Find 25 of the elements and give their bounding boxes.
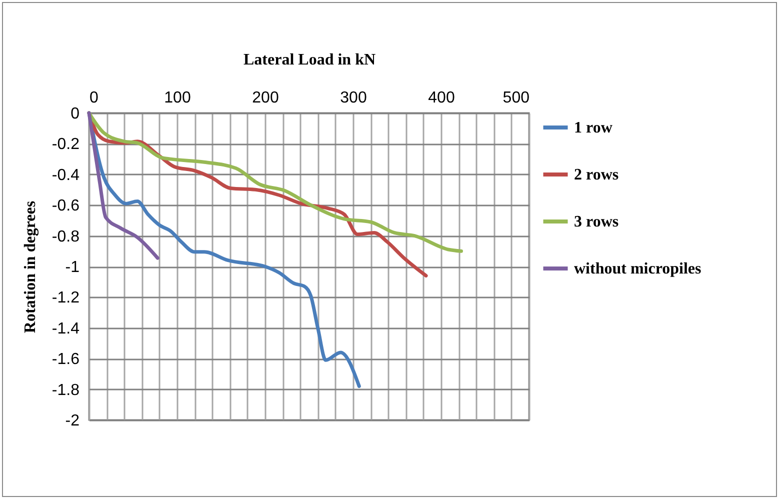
x-tick-label: 100 bbox=[164, 90, 191, 106]
legend-label: without micropiles bbox=[574, 260, 702, 278]
y-tick-label: -1.2 bbox=[52, 290, 80, 307]
y-tick-label: -0.2 bbox=[52, 136, 80, 154]
x-tick-label: 400 bbox=[428, 90, 455, 106]
y-tick-label: -2 bbox=[65, 412, 80, 430]
y-tick-label: -0.8 bbox=[52, 228, 80, 246]
x-tick-label: 0 bbox=[90, 90, 98, 106]
y-tick-label: -1.4 bbox=[52, 320, 80, 338]
y-tick-label: -0.4 bbox=[52, 166, 80, 184]
x-tick-label: 200 bbox=[252, 90, 279, 106]
x-tick-label: 300 bbox=[340, 90, 367, 106]
y-tick-label: -1.8 bbox=[52, 382, 80, 399]
legend-label: 2 rows bbox=[574, 166, 619, 184]
y-axis-title: Rotation in degrees bbox=[22, 200, 39, 334]
y-tick-label: 0 bbox=[70, 106, 80, 122]
legend-label: 3 rows bbox=[574, 214, 619, 230]
legend-label: 1 row bbox=[574, 120, 613, 136]
line-series bbox=[87, 111, 463, 253]
line-series bbox=[87, 111, 160, 260]
y-tick-label: -1.6 bbox=[52, 351, 80, 368]
y-tick-label: -1 bbox=[65, 259, 80, 276]
y-tick-label: -0.6 bbox=[52, 198, 80, 215]
x-tick-label: 500 bbox=[502, 90, 530, 106]
x-axis-title: Lateral Load in kN bbox=[243, 52, 376, 68]
